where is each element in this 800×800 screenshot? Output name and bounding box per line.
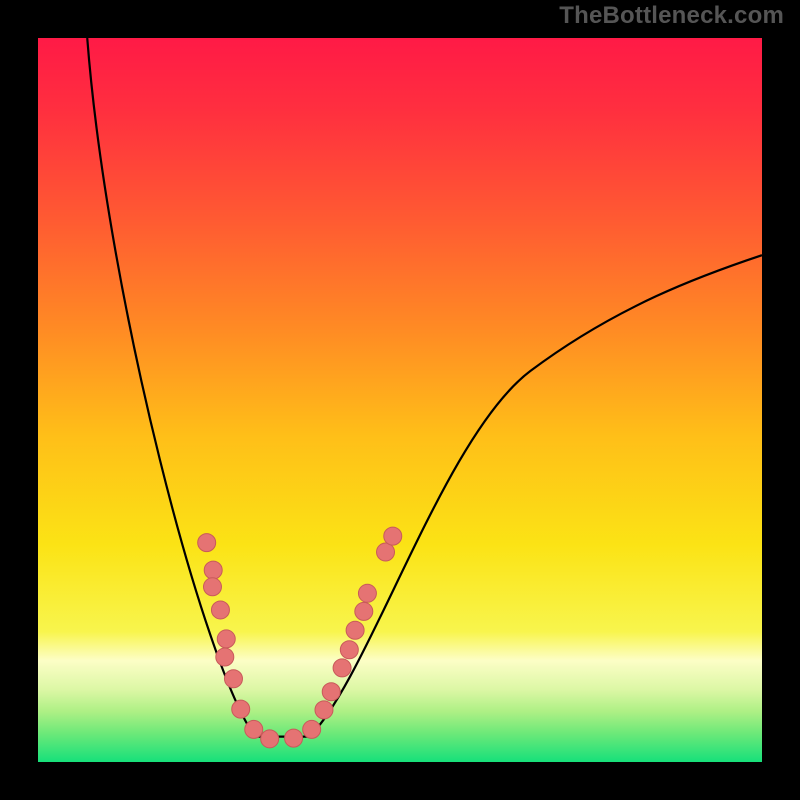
- marker-right: [333, 659, 351, 677]
- marker-left: [245, 720, 263, 738]
- marker-left: [224, 670, 242, 688]
- marker-right: [358, 584, 376, 602]
- marker-left: [216, 648, 234, 666]
- marker-left: [285, 729, 303, 747]
- marker-left: [232, 700, 250, 718]
- chart-frame: TheBottleneck.com: [0, 0, 800, 800]
- marker-right: [377, 543, 395, 561]
- marker-left: [203, 578, 221, 596]
- marker-left: [198, 534, 216, 552]
- marker-right: [346, 621, 364, 639]
- marker-left: [217, 630, 235, 648]
- marker-left: [204, 561, 222, 579]
- marker-right: [355, 602, 373, 620]
- marker-right: [322, 683, 340, 701]
- marker-right: [340, 641, 358, 659]
- marker-left: [211, 601, 229, 619]
- marker-right: [303, 720, 321, 738]
- marker-right: [384, 527, 402, 545]
- bottleneck-chart: [0, 0, 800, 800]
- marker-left: [261, 730, 279, 748]
- marker-right: [315, 701, 333, 719]
